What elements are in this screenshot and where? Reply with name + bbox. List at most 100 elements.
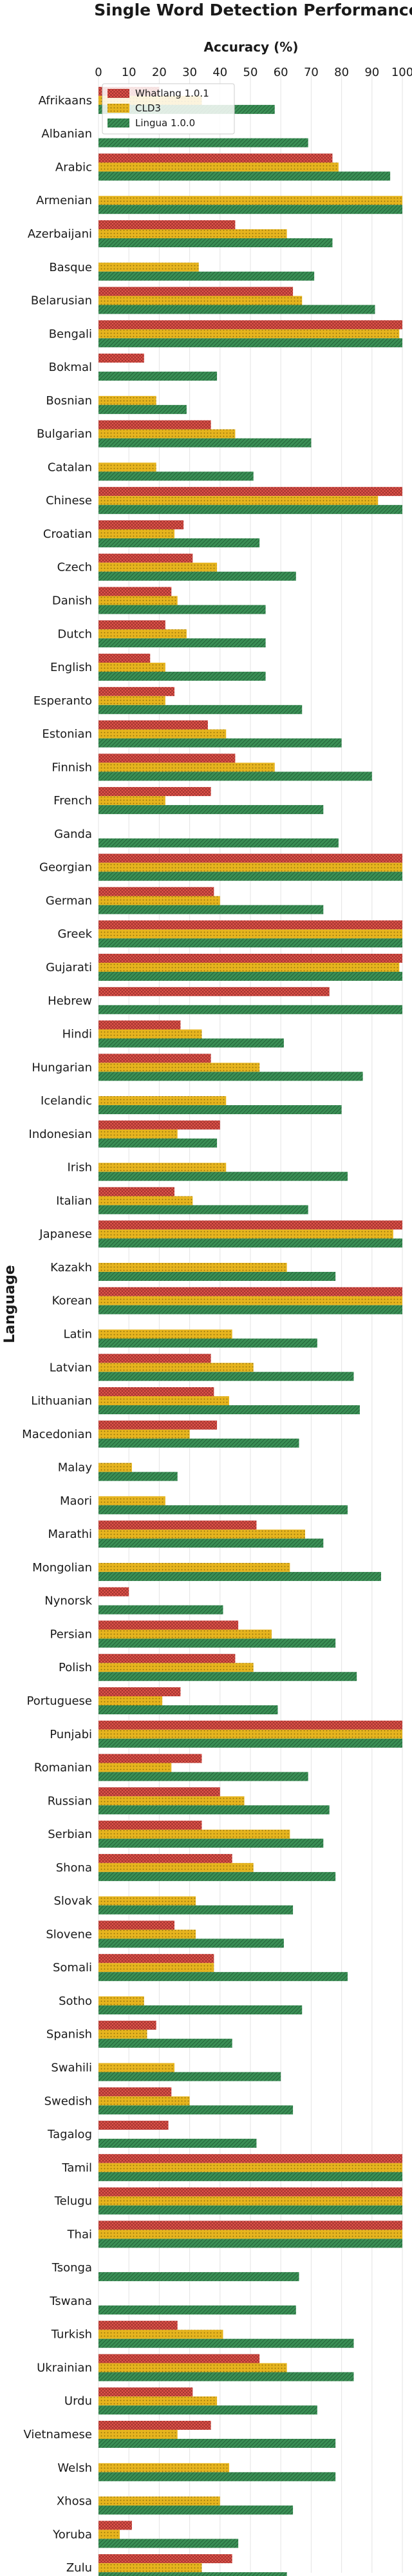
bar-whatlang — [98, 1687, 181, 1697]
bar-lingua — [98, 1138, 218, 1148]
bar-lingua — [98, 1772, 308, 1781]
category-label: Basque — [49, 261, 92, 274]
category-label: Catalan — [48, 460, 92, 474]
bar-whatlang — [98, 787, 211, 797]
category-label: Shona — [56, 1861, 92, 1875]
category-label: Indonesian — [29, 1128, 92, 1141]
category-label: Thai — [67, 2228, 92, 2241]
category-label: Ukrainian — [37, 2361, 92, 2374]
bar-lingua — [98, 538, 260, 547]
bar-whatlang — [98, 953, 402, 963]
bars — [98, 86, 402, 2576]
bar-cld3 — [98, 2530, 120, 2539]
category-label: Bulgarian — [37, 428, 92, 441]
chart-title: Single Word Detection Performance — [94, 1, 412, 19]
bar-lingua — [98, 2439, 336, 2448]
bar-whatlang — [98, 1287, 402, 1296]
bar-cld3 — [98, 296, 303, 305]
bar-whatlang — [98, 1620, 239, 1630]
legend-label: CLD3 — [135, 102, 161, 114]
category-label: Welsh — [57, 2461, 92, 2475]
category-label: Persian — [50, 1627, 92, 1641]
legend-swatch — [108, 89, 129, 98]
bar-lingua — [98, 638, 266, 648]
bar-lingua — [98, 138, 308, 147]
bar-whatlang — [98, 1354, 211, 1363]
bar-lingua — [98, 238, 333, 247]
category-label: Swedish — [44, 2094, 92, 2108]
bar-lingua — [98, 571, 296, 581]
bar-cld3 — [98, 329, 400, 339]
bar-lingua — [98, 971, 402, 981]
category-label: Bengali — [49, 327, 92, 341]
category-label: Sotho — [59, 1994, 92, 2008]
category-label: Marathi — [48, 1528, 92, 1541]
bar-cld3 — [98, 2363, 287, 2372]
category-label: Armenian — [36, 194, 92, 207]
x-axis-label: Accuracy (%) — [204, 39, 299, 55]
category-label: Finnish — [52, 761, 92, 774]
bar-lingua — [98, 1705, 278, 1715]
bar-cld3 — [98, 2230, 402, 2239]
bar-lingua — [98, 2205, 402, 2215]
bar-cld3 — [98, 1063, 260, 1072]
bar-cld3 — [98, 1796, 245, 1806]
bar-cld3 — [98, 1530, 305, 1539]
bar-lingua — [98, 271, 315, 281]
category-label: Zulu — [66, 2561, 92, 2575]
bar-lingua — [98, 2305, 296, 2315]
x-tick-label: 40 — [212, 66, 227, 79]
bar-cld3 — [98, 562, 218, 572]
legend-label: Lingua 1.0.0 — [135, 117, 195, 129]
bar-cld3 — [98, 796, 165, 806]
bar-cld3 — [98, 1629, 272, 1639]
bar-cld3 — [98, 629, 187, 639]
bar-lingua — [98, 305, 375, 314]
bar-cld3 — [98, 1562, 290, 1572]
x-tick-label: 0 — [95, 66, 102, 79]
legend-swatch — [108, 104, 129, 113]
category-label: Urdu — [64, 2394, 92, 2408]
bar-lingua — [98, 705, 303, 714]
bar-whatlang — [98, 2387, 193, 2397]
bar-cld3 — [98, 1729, 402, 1739]
bar-whatlang — [98, 320, 402, 330]
category-label: Tswana — [49, 2295, 92, 2308]
bar-lingua — [98, 2338, 354, 2348]
category-label: German — [46, 894, 92, 907]
bar-cld3 — [98, 2430, 178, 2439]
bar-lingua — [98, 338, 402, 348]
bar-lingua — [98, 938, 402, 948]
bar-lingua — [98, 1171, 348, 1181]
category-label: Nynorsk — [44, 1595, 92, 1608]
bar-cld3 — [98, 2196, 402, 2206]
bar-lingua — [98, 1571, 381, 1581]
bar-lingua — [98, 205, 402, 214]
bar-lingua — [98, 1271, 336, 1281]
category-label: Russian — [48, 1794, 92, 1808]
bar-whatlang — [98, 287, 294, 296]
category-label: Slovak — [53, 1895, 92, 1908]
bar-lingua — [98, 1871, 336, 1881]
bar-lingua — [98, 1372, 354, 1381]
x-tick-label: 100 — [391, 66, 412, 79]
x-tick-label: 10 — [122, 66, 136, 79]
category-label: Latin — [63, 1328, 92, 1341]
bar-cld3 — [98, 1363, 254, 1372]
bar-lingua — [98, 1738, 402, 1748]
bar-whatlang — [98, 1787, 220, 1797]
bar-lingua — [98, 404, 187, 414]
bar-lingua — [98, 438, 312, 448]
category-label: Dutch — [57, 627, 92, 641]
bar-cld3 — [98, 1229, 393, 1239]
bar-cld3 — [98, 1896, 196, 1906]
category-label: Irish — [68, 1161, 93, 1175]
bar-lingua — [98, 2172, 402, 2181]
bar-cld3 — [98, 1029, 202, 1039]
legend-box — [102, 83, 235, 135]
bar-lingua — [98, 672, 266, 681]
category-label: Kazakh — [50, 1261, 92, 1274]
category-label: Yoruba — [52, 2528, 92, 2541]
bar-whatlang — [98, 620, 165, 630]
category-label: Danish — [52, 594, 92, 607]
